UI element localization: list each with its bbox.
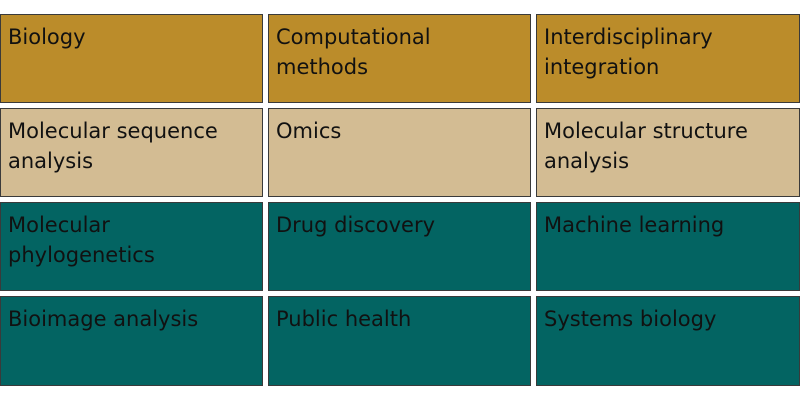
- header-cell-biology: Biology: [0, 14, 263, 103]
- cell-molecular-phylogenetics: Molecular phylogenetics: [0, 202, 263, 291]
- cell-omics: Omics: [268, 108, 531, 197]
- header-cell-computational-methods: Computational methods: [268, 14, 531, 103]
- cell-molecular-structure-analysis: Molecular structure analysis: [536, 108, 800, 197]
- header-cell-interdisciplinary-integration: Interdisciplinary integration: [536, 14, 800, 103]
- cell-machine-learning: Machine learning: [536, 202, 800, 291]
- cell-systems-biology: Systems biology: [536, 296, 800, 386]
- cell-public-health: Public health: [268, 296, 531, 386]
- cell-bioimage-analysis: Bioimage analysis: [0, 296, 263, 386]
- cell-drug-discovery: Drug discovery: [268, 202, 531, 291]
- cell-molecular-sequence-analysis: Molecular sequence analysis: [0, 108, 263, 197]
